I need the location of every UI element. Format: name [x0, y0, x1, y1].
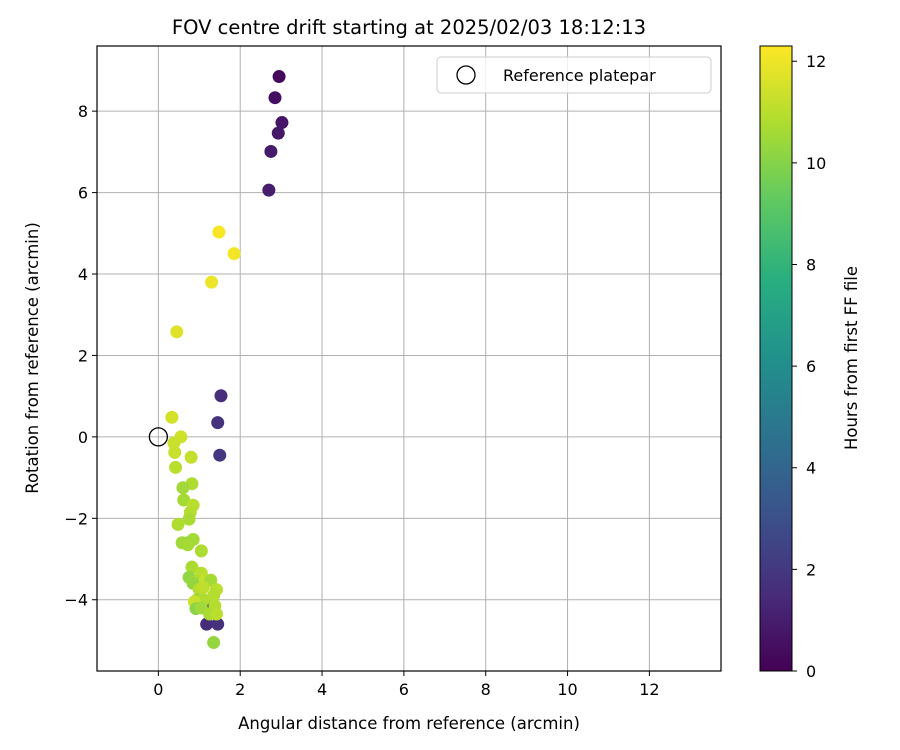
data-point — [168, 445, 182, 459]
chart-title: FOV centre drift starting at 2025/02/03 … — [172, 16, 646, 39]
data-point — [176, 481, 190, 495]
data-point — [182, 512, 196, 526]
y-tick-label: 4 — [78, 265, 88, 284]
y-tick-label: −2 — [64, 509, 88, 528]
colorbar-ticks: 0 2 4 6 8 10 12 — [792, 52, 826, 681]
colorbar-tick-label: 12 — [806, 52, 826, 71]
grid — [97, 46, 721, 671]
colorbar-gradient — [759, 45, 793, 672]
colorbar-tick-label: 4 — [806, 459, 816, 478]
colorbar: 0 2 4 6 8 10 12 Hours from first FF file — [759, 45, 861, 681]
x-tick-label: 8 — [481, 680, 491, 699]
plot-frame — [96, 45, 722, 672]
y-tick-label: 0 — [78, 428, 88, 447]
data-point — [207, 589, 221, 603]
data-point — [272, 70, 286, 84]
data-point — [170, 325, 184, 339]
reference-platepar-marker — [148, 427, 169, 447]
data-point — [167, 436, 181, 450]
data-point — [271, 126, 285, 140]
data-point — [262, 183, 276, 197]
x-axis-label: Angular distance from reference (arcmin) — [238, 714, 580, 733]
legend-entry: Reference platepar — [503, 66, 656, 85]
colorbar-tick-label: 10 — [806, 154, 826, 173]
colorbar-label: Hours from first FF file — [842, 266, 861, 450]
data-point — [268, 91, 282, 105]
data-point — [209, 607, 223, 621]
y-axis-label: Rotation from reference (arcmin) — [23, 222, 42, 494]
y-tick-label: 8 — [78, 102, 88, 121]
reference-marker-group — [148, 427, 169, 447]
colorbar-tick-label: 8 — [806, 255, 816, 274]
data-point — [213, 448, 227, 462]
data-point — [207, 635, 221, 649]
data-point — [200, 617, 214, 631]
data-point — [275, 116, 289, 130]
x-tick-label: 12 — [639, 680, 659, 699]
y-tick-label: −4 — [64, 591, 88, 610]
data-point — [171, 517, 185, 531]
data-point — [227, 247, 241, 261]
data-point — [211, 617, 225, 631]
y-tick-label: 6 — [78, 184, 88, 203]
x-axis-ticks: 0 2 4 6 8 10 12 — [153, 671, 660, 699]
data-point — [196, 581, 210, 595]
data-point — [205, 275, 219, 289]
legend-open-circle-icon — [456, 65, 476, 85]
legend-box — [436, 56, 712, 94]
data-point — [181, 538, 195, 552]
y-axis-ticks: −4 −2 0 2 4 6 8 — [64, 102, 97, 610]
data-point — [165, 410, 179, 424]
colorbar-tick-label: 2 — [806, 560, 816, 579]
x-tick-label: 10 — [557, 680, 577, 699]
colorbar-tick-label: 0 — [806, 662, 816, 681]
data-point — [169, 460, 183, 474]
colorbar-tick-label: 6 — [806, 357, 816, 376]
data-point — [264, 144, 278, 158]
x-tick-label: 6 — [399, 680, 409, 699]
data-point — [212, 225, 226, 239]
data-points — [165, 70, 289, 649]
data-point — [194, 544, 208, 558]
data-point — [211, 416, 225, 430]
data-point — [214, 389, 228, 403]
x-tick-label: 2 — [235, 680, 245, 699]
data-point — [185, 560, 199, 574]
legend: Reference platepar — [436, 56, 712, 94]
data-point — [184, 450, 198, 464]
x-tick-label: 0 — [153, 680, 163, 699]
x-tick-label: 4 — [317, 680, 327, 699]
y-tick-label: 2 — [78, 346, 88, 365]
